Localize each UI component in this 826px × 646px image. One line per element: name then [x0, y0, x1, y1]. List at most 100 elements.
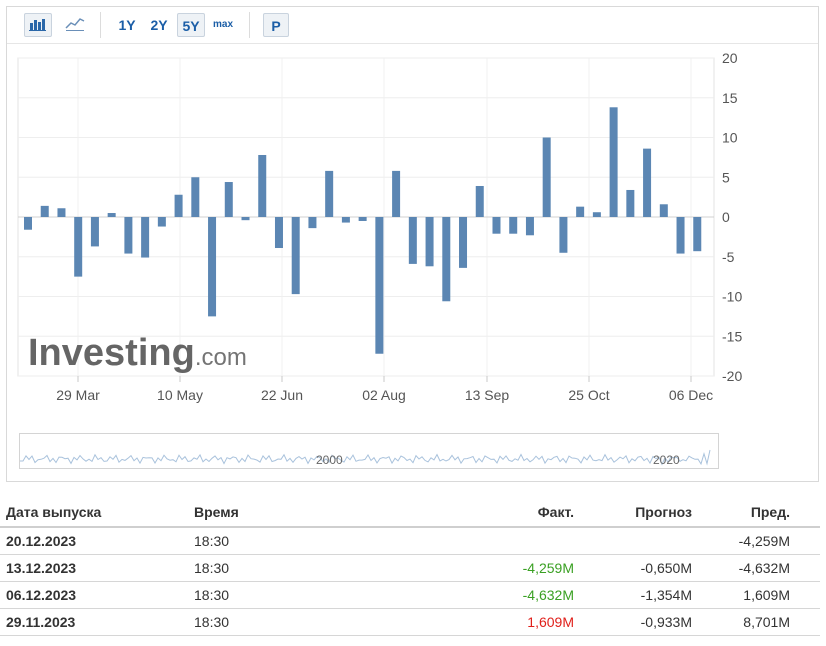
row-previous: -4,259M — [692, 527, 820, 555]
bar — [425, 217, 434, 267]
table-row: 06.12.2023 18:30 -4,632M -1,354M 1,609M — [0, 581, 820, 609]
header-time[interactable]: Время — [194, 498, 394, 528]
line-chart-icon[interactable] — [61, 13, 89, 37]
header-fact[interactable]: Факт. — [394, 498, 574, 528]
y-tick-label: -20 — [722, 368, 742, 384]
y-tick-label: -10 — [722, 289, 742, 305]
releases-table: Дата выпуска Время Факт. Прогноз Пред. 2… — [0, 498, 820, 636]
bar — [375, 217, 384, 354]
table-row: 13.12.2023 18:30 -4,259M -0,650M -4,632M — [0, 554, 820, 582]
range-5y-button[interactable]: 5Y — [177, 13, 205, 37]
bar — [459, 217, 468, 268]
row-fact: -4,632M — [394, 581, 574, 609]
bar — [57, 208, 66, 217]
bar — [174, 194, 183, 217]
bar — [676, 217, 685, 254]
bar — [224, 182, 233, 217]
chart-toolbar: 1Y 2Y 5Y max P — [7, 7, 818, 44]
row-previous: 8,701M — [692, 608, 820, 636]
bar — [475, 185, 484, 217]
x-tick-label: 25 Oct — [568, 387, 609, 403]
bar — [693, 217, 702, 252]
header-previous[interactable]: Пред. — [692, 498, 820, 528]
bar — [576, 206, 585, 217]
toolbar-divider — [249, 12, 250, 38]
range-max-button[interactable]: max — [212, 19, 233, 30]
bar — [341, 217, 350, 223]
bar — [492, 217, 501, 234]
bar — [124, 217, 133, 254]
bar — [74, 217, 83, 277]
bar — [509, 217, 518, 234]
row-date: 06.12.2023 — [0, 581, 194, 609]
watermark-suffix: .com — [195, 344, 247, 371]
y-tick-label: 5 — [722, 169, 730, 185]
bar — [24, 217, 32, 230]
bar — [626, 189, 635, 217]
bar — [241, 217, 250, 221]
toolbar-divider — [100, 12, 101, 38]
bar — [191, 177, 200, 217]
row-date: 20.12.2023 — [0, 527, 194, 555]
bar — [358, 217, 367, 221]
bar — [643, 148, 652, 217]
range-navigator[interactable] — [19, 433, 719, 469]
x-tick-label: 10 May — [157, 387, 203, 403]
row-time: 18:30 — [194, 554, 394, 582]
x-tick-label: 02 Aug — [362, 387, 406, 403]
bar — [609, 107, 618, 217]
bar — [408, 217, 417, 264]
row-forecast: -1,354M — [574, 581, 692, 609]
bar — [40, 205, 49, 217]
bar — [442, 217, 451, 302]
x-tick-label: 29 Mar — [56, 387, 100, 403]
navigator-label-2000: 2000 — [316, 453, 343, 467]
range-1y-button[interactable]: 1Y — [118, 17, 136, 33]
header-date[interactable]: Дата выпуска — [0, 498, 194, 528]
row-fact: 1,609M — [394, 608, 574, 636]
row-time: 18:30 — [194, 527, 394, 555]
bar — [308, 217, 317, 229]
bar-chart-icon[interactable] — [24, 13, 52, 37]
bar — [208, 217, 217, 317]
bar-chart: 20 15 10 5 0 -5 -10 -15 -20 29 Mar 10 May 22 Jun 02 … — [17, 50, 742, 403]
row-date: 13.12.2023 — [0, 554, 194, 582]
row-forecast: -0,933M — [574, 608, 692, 636]
bar — [325, 170, 334, 217]
row-fact: -4,259M — [394, 554, 574, 582]
watermark-brand: Investing — [28, 332, 195, 374]
bar — [659, 204, 668, 217]
row-date: 29.11.2023 — [0, 608, 194, 636]
x-tick-label: 22 Jun — [261, 387, 303, 403]
row-previous: 1,609M — [692, 581, 820, 609]
y-tick-label: -5 — [722, 249, 735, 265]
table-row: 29.11.2023 18:30 1,609M -0,933M 8,701M — [0, 608, 820, 636]
table-header-row: Дата выпуска Время Факт. Прогноз Пред. — [0, 498, 820, 528]
bar — [90, 217, 99, 247]
bar — [559, 217, 568, 253]
range-2y-button[interactable]: 2Y — [150, 17, 168, 33]
table-row: 20.12.2023 18:30 -4,259M — [0, 527, 820, 555]
x-tick-label: 06 Dec — [669, 387, 713, 403]
row-time: 18:30 — [194, 581, 394, 609]
header-forecast[interactable]: Прогноз — [574, 498, 692, 528]
y-tick-label: 20 — [722, 50, 738, 66]
row-time: 18:30 — [194, 608, 394, 636]
row-previous: -4,632M — [692, 554, 820, 582]
investing-watermark: Investing.com — [28, 332, 247, 374]
bar — [392, 170, 401, 217]
bar — [291, 217, 300, 295]
p-button[interactable]: P — [263, 13, 289, 37]
row-forecast — [574, 527, 692, 555]
x-tick-label: 13 Sep — [465, 387, 510, 403]
bar — [525, 217, 534, 236]
bar — [141, 217, 150, 258]
y-tick-label: 10 — [722, 130, 738, 146]
row-forecast: -0,650M — [574, 554, 692, 582]
y-tick-label: 0 — [722, 209, 730, 225]
y-tick-label: 15 — [722, 90, 738, 106]
bar — [542, 137, 551, 217]
bar — [592, 212, 601, 217]
y-tick-label: -15 — [722, 328, 742, 344]
navigator-sparkline — [20, 449, 711, 466]
